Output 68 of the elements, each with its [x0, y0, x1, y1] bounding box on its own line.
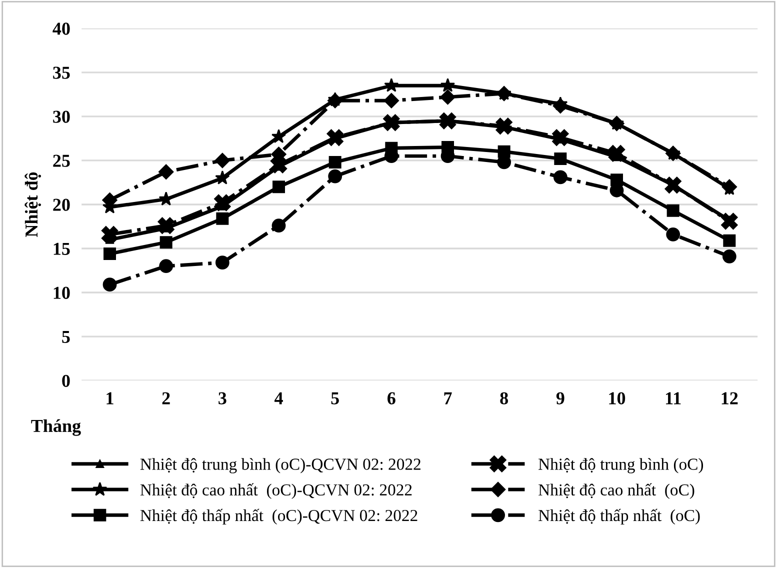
- x-tick-label: 4: [274, 392, 283, 404]
- y-tick-label: 5: [62, 330, 70, 343]
- point: [270, 156, 288, 174]
- point: [216, 212, 229, 225]
- point: [272, 218, 286, 233]
- point: [158, 217, 174, 234]
- point: [159, 259, 174, 274]
- x-tick-label: 3: [218, 392, 226, 404]
- legend-label: Nhiệt độ cao nhất (oC): [538, 483, 694, 499]
- y-tick-label: 25: [53, 154, 70, 167]
- x-tick-label: 2: [162, 392, 170, 404]
- point: [215, 170, 230, 184]
- point: [666, 227, 680, 242]
- point: [214, 194, 231, 212]
- point: [215, 256, 230, 270]
- point: [104, 248, 116, 260]
- y-tick-label: 35: [53, 66, 70, 79]
- point: [439, 112, 456, 130]
- x-tick-label: 9: [556, 392, 564, 404]
- x-tick-label: 12: [722, 392, 738, 404]
- point: [496, 118, 512, 134]
- y-axis-title: Nhiệt độ: [24, 172, 42, 237]
- point: [384, 78, 399, 92]
- y-tick-label: 20: [53, 198, 70, 211]
- point: [383, 114, 400, 131]
- y-tick-label: 30: [53, 110, 70, 123]
- x-tick-label: 7: [444, 392, 452, 404]
- x-axis-title: Tháng: [31, 419, 81, 436]
- point: [666, 204, 680, 217]
- legend-label: Nhiệt độ cao nhất (oC)-QCVN 02: 2022: [140, 483, 412, 499]
- point: [102, 278, 117, 292]
- point: [608, 145, 626, 162]
- x-tick-label: 5: [331, 392, 339, 404]
- point: [552, 98, 568, 114]
- point: [664, 176, 682, 194]
- y-tick-label: 15: [54, 242, 70, 255]
- point: [214, 152, 230, 168]
- point: [554, 152, 567, 165]
- x-tick-label: 11: [666, 392, 681, 404]
- legend-label: Nhiệt độ thấp nhất (oC): [538, 508, 700, 525]
- legend-label: Nhiệt độ trung bình (oC): [538, 458, 704, 474]
- point: [101, 226, 118, 243]
- point: [328, 169, 342, 184]
- point: [552, 129, 569, 146]
- point: [722, 249, 736, 264]
- y-tick-label: 40: [52, 22, 70, 35]
- point: [326, 129, 344, 146]
- y-tick-label: 0: [62, 374, 70, 387]
- point: [723, 234, 736, 247]
- point: [271, 146, 286, 162]
- x-tick-label: 1: [106, 392, 114, 404]
- point: [721, 212, 738, 230]
- point: [384, 93, 399, 108]
- y-tick-label: 10: [54, 286, 70, 299]
- point: [440, 90, 456, 105]
- point: [160, 236, 172, 249]
- x-tick-label: 10: [609, 392, 626, 404]
- point: [328, 156, 342, 168]
- legend-label: Nhiệt độ trung bình (oC)-QCVN 02: 2022: [140, 458, 420, 474]
- x-tick-label: 6: [388, 392, 396, 404]
- point: [553, 170, 568, 184]
- point: [158, 164, 174, 180]
- point: [440, 78, 456, 92]
- point: [158, 192, 174, 206]
- point: [271, 129, 286, 143]
- legend-label: Nhiệt độ thấp nhất (oC)-QCVN 02: 2022: [140, 508, 418, 525]
- point: [272, 180, 285, 194]
- x-tick-label: 8: [500, 392, 508, 404]
